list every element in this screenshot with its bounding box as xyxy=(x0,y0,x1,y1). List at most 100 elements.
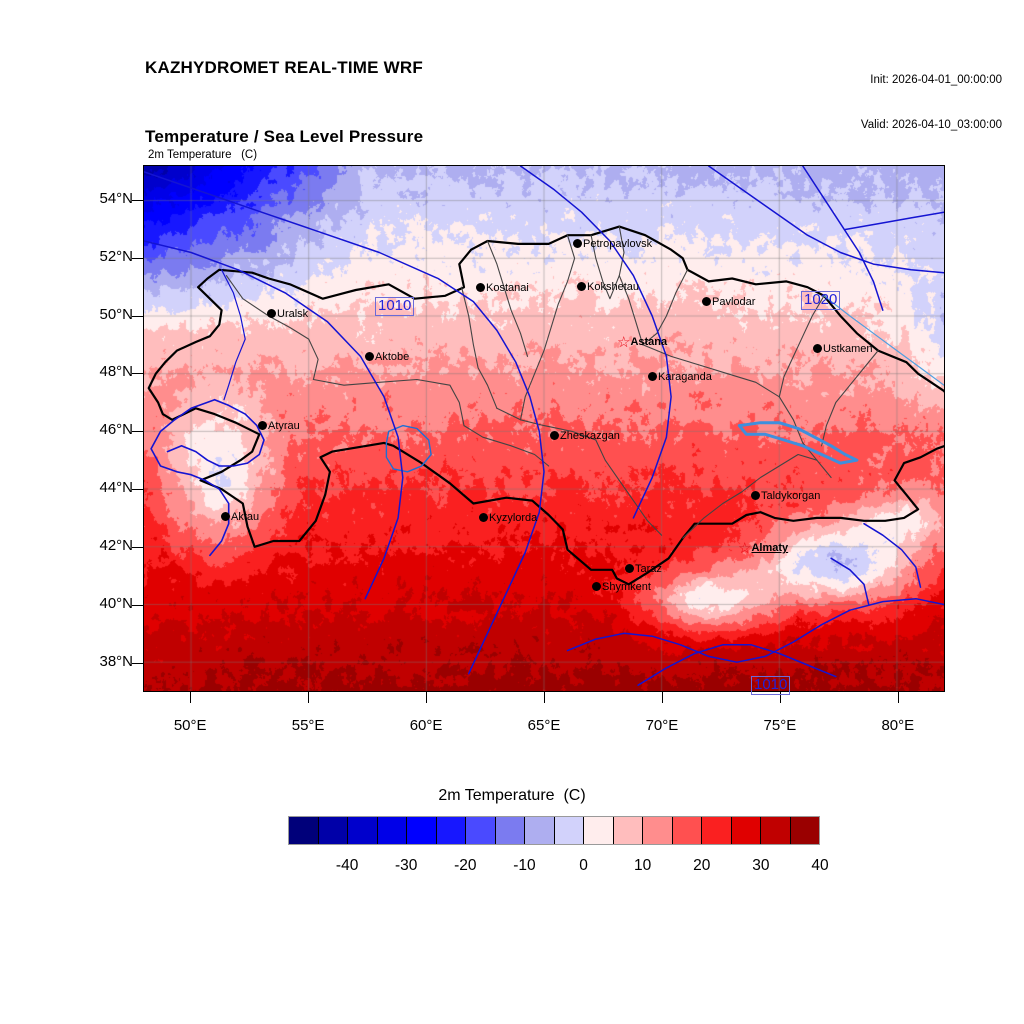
city-dot-icon xyxy=(365,352,374,361)
lat-tick-label: 42°N xyxy=(99,537,133,555)
colorbar-swatch xyxy=(436,817,466,844)
city-label: Kyzylorda xyxy=(489,512,538,524)
map-city-marker: ☆Almaty xyxy=(738,540,789,557)
isobar-label: 1020 xyxy=(801,291,841,310)
colorbar-tick-label: 20 xyxy=(693,857,711,874)
lon-tick-mark xyxy=(544,692,545,703)
city-dot-icon xyxy=(573,239,582,248)
map-city-marker: Karaganda xyxy=(648,372,712,383)
colorbar-swatch xyxy=(525,817,555,844)
colorbar-swatch xyxy=(407,817,437,844)
city-dot-icon xyxy=(550,431,559,440)
city-label: Astana xyxy=(630,336,668,348)
map-city-marker: Kostanai xyxy=(476,283,529,294)
city-label: Zheskazgan xyxy=(560,430,620,442)
colorbar-tick-label: -40 xyxy=(335,857,359,874)
map-city-marker: ☆Astana xyxy=(617,334,668,351)
city-label: Karaganda xyxy=(658,371,712,383)
city-dot-icon xyxy=(221,512,230,521)
map-city-marker: Shymkent xyxy=(592,582,651,593)
city-label: Aktobe xyxy=(375,351,410,363)
map-city-marker: Taldykorgan xyxy=(751,491,820,502)
map-city-marker: Atyrau xyxy=(258,421,300,432)
lon-tick-label: 55°E xyxy=(291,717,325,734)
city-label: Kokshetau xyxy=(587,281,639,293)
colorbar-swatch xyxy=(466,817,496,844)
lat-tick-mark xyxy=(132,663,143,665)
lon-tick-label: 80°E xyxy=(881,717,915,734)
lat-tick-label: 40°N xyxy=(99,595,133,613)
colorbar-tick-label: -20 xyxy=(454,857,477,874)
city-label: Pavlodar xyxy=(712,296,756,308)
map-city-marker: Ustkamen xyxy=(813,344,873,355)
city-label: Atyrau xyxy=(268,420,300,432)
colorbar-swatch xyxy=(377,817,407,844)
colorbar-tick-label: -10 xyxy=(513,857,536,874)
lat-tick-mark xyxy=(132,547,143,549)
map-city-marker: Pavlodar xyxy=(702,297,755,308)
lon-tick-mark xyxy=(661,692,663,703)
lat-tick-mark xyxy=(132,199,143,201)
lon-tick-mark xyxy=(426,692,428,703)
city-dot-icon xyxy=(813,344,822,353)
city-label: Uralsk xyxy=(277,308,309,320)
colorbar-tick-label: 30 xyxy=(752,857,770,874)
city-dot-icon xyxy=(267,309,276,318)
city-label: Ustkamen xyxy=(823,343,873,355)
colorbar-tick-label: 10 xyxy=(634,857,652,874)
map-city-marker: Aktau xyxy=(221,512,259,523)
temperature-field-canvas xyxy=(144,166,944,691)
city-label: Petropavlovsk xyxy=(583,238,653,250)
capital-star-icon: ☆ xyxy=(738,540,752,557)
lat-tick-label: 44°N xyxy=(99,479,133,497)
lat-tick-label: 48°N xyxy=(99,363,133,381)
colorbar-title: 2m Temperature (C) xyxy=(438,787,586,804)
lat-tick-label: 46°N xyxy=(99,421,133,439)
weather-map[interactable] xyxy=(143,165,945,692)
colorbar-swatch xyxy=(790,817,819,844)
lon-tick-label: 75°E xyxy=(763,717,797,734)
city-dot-icon xyxy=(258,421,267,430)
map-city-marker: Kyzylorda xyxy=(479,513,537,524)
colorbar-swatch xyxy=(495,817,525,844)
colorbar-swatch xyxy=(584,817,614,844)
lon-tick-mark xyxy=(308,692,310,703)
lon-tick-label: 50°E xyxy=(173,717,207,734)
city-dot-icon xyxy=(751,491,760,500)
colorbar-tick-label: 0 xyxy=(579,857,588,874)
map-city-marker: Aktobe xyxy=(365,352,409,363)
model-run-info: Init: 2026-04-01_00:00:00 Valid: 2026-04… xyxy=(861,43,1002,148)
colorbar-swatch xyxy=(672,817,702,844)
map-city-marker: Kokshetau xyxy=(577,282,639,293)
city-label: Almaty xyxy=(751,542,789,554)
lat-tick-label: 50°N xyxy=(99,305,133,323)
map-city-marker: Taraz xyxy=(625,564,662,575)
lon-tick-label: 70°E xyxy=(645,717,679,734)
lon-tick-label: 60°E xyxy=(409,717,443,734)
city-label: Kostanai xyxy=(486,282,529,294)
colorbar-swatch xyxy=(554,817,584,844)
city-label: Aktau xyxy=(231,511,260,523)
lat-tick-mark xyxy=(132,315,143,317)
page-title-line1: KAZHYDROMET REAL-TIME WRF xyxy=(145,58,423,77)
lat-tick-label: 52°N xyxy=(99,247,133,265)
lat-tick-label: 38°N xyxy=(99,653,133,671)
lat-tick-label: 54°N xyxy=(99,189,133,207)
city-dot-icon xyxy=(702,297,711,306)
colorbar-tick-labels: -40 -30 -20 -10 0 10 20 30 40 xyxy=(288,857,829,879)
colorbar-swatch xyxy=(643,817,673,844)
map-city-marker: Zheskazgan xyxy=(550,431,620,442)
city-dot-icon xyxy=(625,564,634,573)
map-vector-overlay xyxy=(144,166,944,686)
map-city-marker: Uralsk xyxy=(267,309,308,320)
map-city-marker: Petropavlovsk xyxy=(573,239,652,250)
colorbar-tick-label: -30 xyxy=(395,857,418,874)
city-dot-icon xyxy=(479,513,488,522)
lon-tick-mark xyxy=(779,692,781,703)
page-title-line2: Temperature / Sea Level Pressure xyxy=(145,127,424,146)
lat-tick-mark xyxy=(132,605,143,607)
capital-star-icon: ☆ xyxy=(617,334,631,351)
colorbar-swatch xyxy=(761,817,791,844)
init-time: Init: 2026-04-01_00:00:00 xyxy=(870,74,1002,86)
lon-tick-label: 65°E xyxy=(527,717,561,734)
